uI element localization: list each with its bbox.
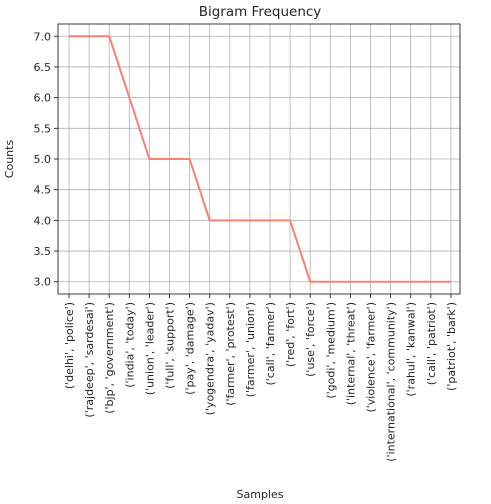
y-tick-label: 6.5 [34,61,52,74]
x-tick-label: ('pay', 'damage') [184,302,197,395]
data-point [450,281,452,283]
series-layer [68,35,452,283]
x-tick-label: ('use', 'force') [304,302,317,377]
x-tick-label: ('call', 'farmer') [264,302,277,386]
data-point [209,219,211,221]
y-tick-label: 3.0 [34,276,52,289]
x-tick-label: ('godi', 'medium') [324,302,337,399]
x-tick-label: ('yogendra', 'yadav') [204,302,217,415]
x-tick-label: ('rahul', 'kanwal') [405,302,418,397]
x-tick-label: ('india', 'today') [123,302,136,388]
data-point [349,281,351,283]
x-tick-label: ('red', 'fort') [284,302,297,367]
x-tick-label: ('patriot', 'bark') [445,302,458,391]
x-tick-label: ('rajdeep', 'sardesai') [83,302,96,418]
data-point [108,35,110,37]
data-point [430,281,432,283]
data-point [289,219,291,221]
y-axis-label: Counts [3,140,16,179]
y-tick-label: 5.0 [34,153,52,166]
data-point [88,35,90,37]
data-point [410,281,412,283]
data-point [68,35,70,37]
data-point [269,219,271,221]
x-tick-label: ('violence', 'farmer') [365,302,378,413]
data-point [329,281,331,283]
data-point [128,97,130,99]
chart-title: Bigram Frequency [199,4,322,20]
data-point [169,158,171,160]
x-tick-label: ('internal', 'threat') [344,302,357,405]
x-axis: ('delhi', 'police') ('rajdeep', 'sardesai… [63,294,458,462]
x-tick-label: ('bjp', 'government') [103,302,116,414]
y-tick-label: 4.0 [34,214,52,227]
x-tick-label: ('international', 'community') [385,302,398,462]
y-axis: 3.0 3.5 4.0 4.5 5.0 5.5 6.0 6.5 7.0 [34,30,58,289]
series-line [69,35,451,283]
x-tick-label: ('farmer', 'protest') [224,302,237,406]
y-tick-label: 5.5 [34,122,52,135]
y-tick-label: 3.5 [34,245,52,258]
x-axis-label: Samples [237,488,284,501]
data-point [390,281,392,283]
x-tick-label: ('call', 'patriot') [425,302,438,385]
y-tick-label: 6.0 [34,92,52,105]
data-point [249,219,251,221]
data-point [229,219,231,221]
data-point [309,281,311,283]
y-tick-label: 4.5 [34,184,52,197]
x-tick-label: ('union', 'leader') [143,302,156,395]
x-tick-label: ('full', 'support') [164,302,177,389]
x-tick-label: ('delhi', 'police') [63,302,76,389]
x-tick-label: ('farmer', 'union') [244,302,257,397]
data-point [370,281,372,283]
y-tick-label: 7.0 [34,30,52,43]
data-point [148,158,150,160]
data-point [189,158,191,160]
